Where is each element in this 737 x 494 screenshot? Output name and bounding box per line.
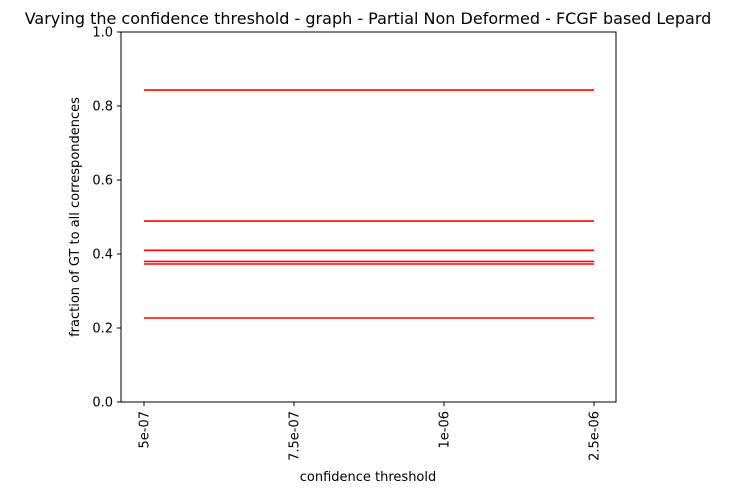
x-tick-label: 5e-07 [138, 411, 153, 449]
y-tick-label: 1.0 [92, 26, 113, 41]
y-tick-label: 0.6 [92, 174, 113, 189]
y-axis-label: fraction of GT to all correspondences [68, 97, 83, 337]
y-axis: 0.0 0.2 0.4 0.6 0.8 1.0 [92, 26, 121, 411]
x-axis-label: confidence threshold [300, 470, 437, 485]
chart-title: Varying the confidence threshold - graph… [25, 9, 712, 28]
x-tick-label: 7.5e-07 [288, 411, 303, 461]
y-tick-label: 0.2 [92, 322, 113, 337]
series-layer [144, 89, 594, 319]
y-tick-label: 0.8 [92, 100, 113, 115]
plot-area [120, 31, 617, 403]
y-tick-label: 0.0 [92, 396, 113, 411]
x-tick-label: 2.5e-06 [588, 411, 603, 461]
x-tick-label: 1e-06 [438, 411, 453, 449]
axes-frame [120, 31, 617, 403]
y-tick-label: 0.4 [92, 248, 113, 263]
x-axis: 5e-07 7.5e-07 1e-06 2.5e-06 [138, 402, 603, 461]
